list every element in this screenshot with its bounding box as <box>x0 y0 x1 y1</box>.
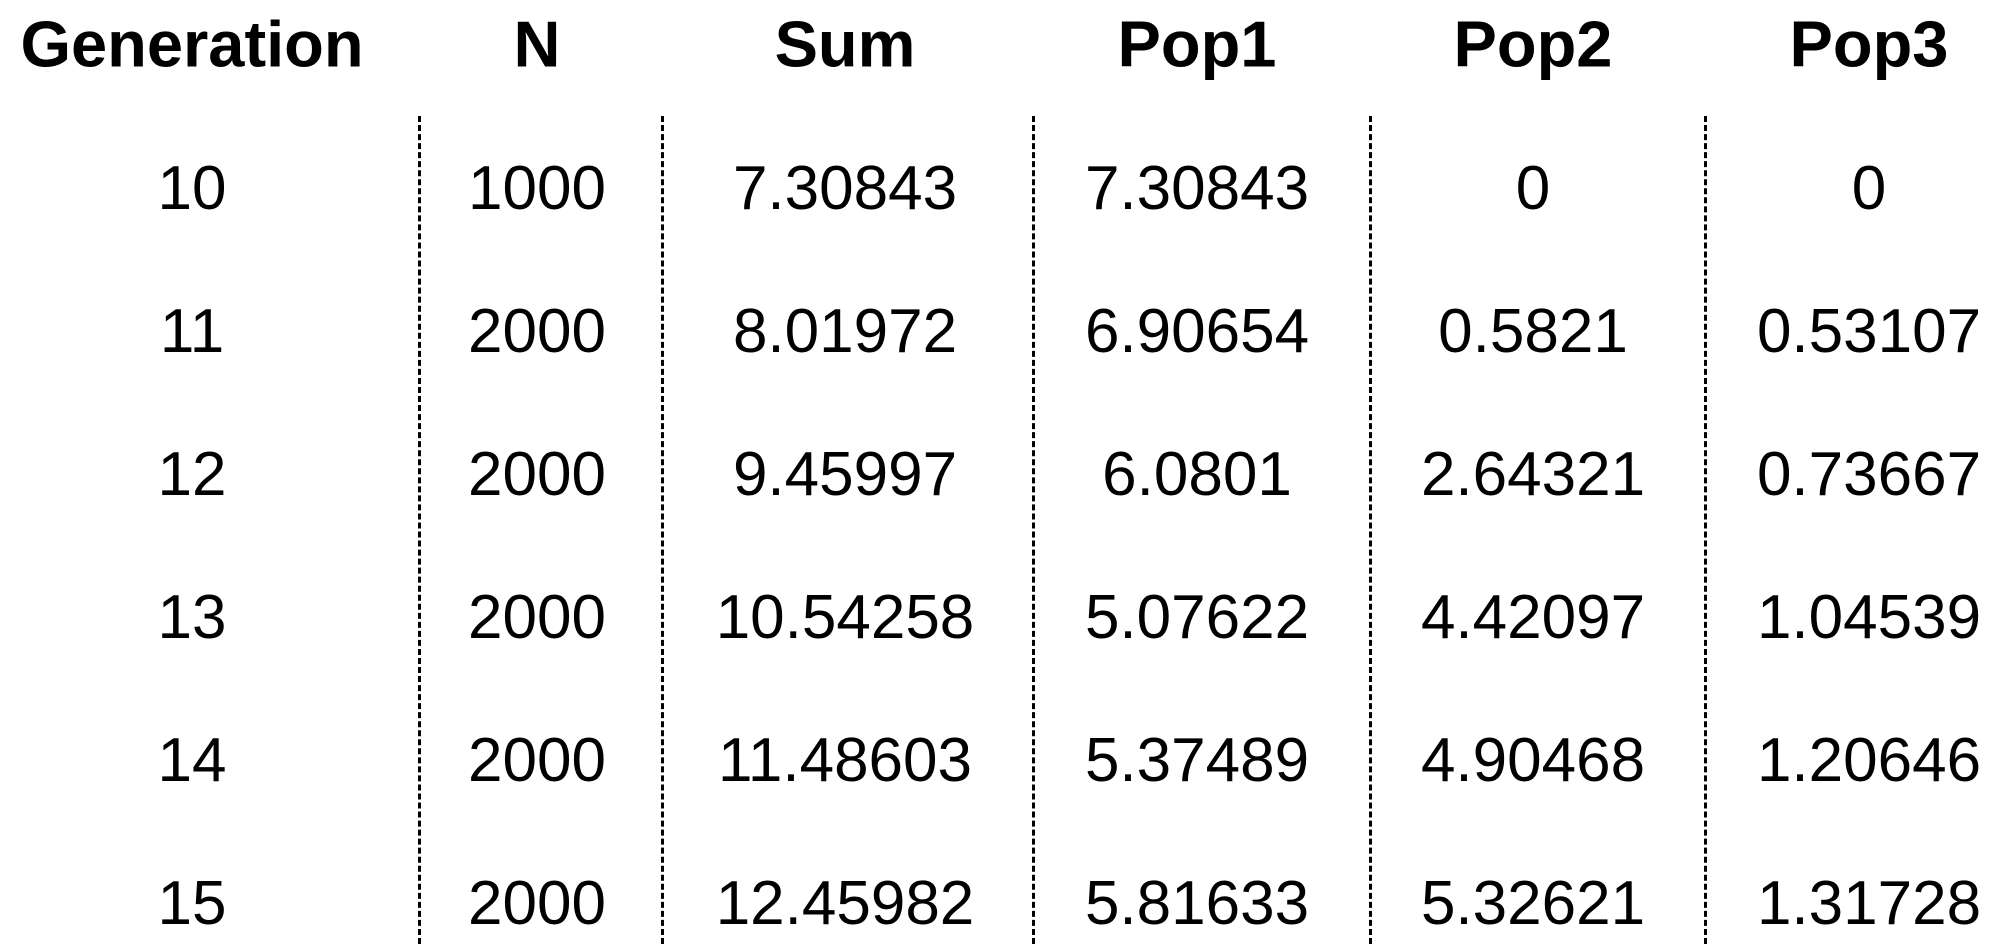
table-cell-sum: 9.45997 <box>732 440 958 509</box>
table-cell-generation: 15 <box>157 869 227 938</box>
table-cell-generation: 10 <box>157 154 227 223</box>
table-cell-pop2: 0 <box>1515 154 1551 223</box>
table-cell-generation: 14 <box>157 726 227 795</box>
table-cell-n: 2000 <box>468 726 606 795</box>
table-cell-pop2: 5.32621 <box>1420 869 1646 938</box>
table-cell-pop1: 7.30843 <box>1084 154 1310 223</box>
table-cell-pop3: 1.04539 <box>1756 583 1982 652</box>
table-cell-pop3: 0.73667 <box>1756 440 1982 509</box>
table-cell-sum: 8.01972 <box>732 297 958 366</box>
table-cell-pop1: 5.81633 <box>1084 869 1310 938</box>
table-cell-pop2: 4.42097 <box>1420 583 1646 652</box>
column-divider <box>418 116 421 944</box>
column-divider <box>1369 116 1372 944</box>
header-pop3: Pop3 <box>1789 7 1949 81</box>
table-cell-sum: 7.30843 <box>732 154 958 223</box>
header-pop1: Pop1 <box>1117 7 1277 81</box>
table-cell-n: 2000 <box>468 583 606 652</box>
header-pop2: Pop2 <box>1453 7 1613 81</box>
header-n: N <box>513 7 561 81</box>
header-sum: Sum <box>774 7 916 81</box>
table-cell-n: 1000 <box>468 154 606 223</box>
table-cell-pop2: 0.5821 <box>1438 297 1628 366</box>
table-cell-n: 2000 <box>468 297 606 366</box>
table-cell-pop1: 5.07622 <box>1084 583 1310 652</box>
header-generation: Generation <box>20 7 364 81</box>
table-cell-sum: 12.45982 <box>715 869 975 938</box>
table-cell-pop3: 0.53107 <box>1756 297 1982 366</box>
table-cell-pop2: 4.90468 <box>1420 726 1646 795</box>
table-cell-n: 2000 <box>468 440 606 509</box>
table-cell-n: 2000 <box>468 869 606 938</box>
column-divider <box>1032 116 1035 944</box>
table-cell-pop3: 1.20646 <box>1756 726 1982 795</box>
table-cell-pop1: 5.37489 <box>1084 726 1310 795</box>
column-divider <box>661 116 664 944</box>
table-cell-pop1: 6.0801 <box>1102 440 1292 509</box>
table-cell-sum: 11.48603 <box>718 726 972 795</box>
table-cell-sum: 10.54258 <box>715 583 975 652</box>
table-cell-generation: 12 <box>157 440 227 509</box>
column-divider <box>1704 116 1707 944</box>
table-cell-pop1: 6.90654 <box>1084 297 1310 366</box>
table-cell-pop3: 0 <box>1851 154 1887 223</box>
table-cell-pop3: 1.31728 <box>1756 869 1982 938</box>
table-cell-generation: 11 <box>159 297 225 366</box>
table-cell-pop2: 2.64321 <box>1420 440 1646 509</box>
table-cell-generation: 13 <box>157 583 227 652</box>
